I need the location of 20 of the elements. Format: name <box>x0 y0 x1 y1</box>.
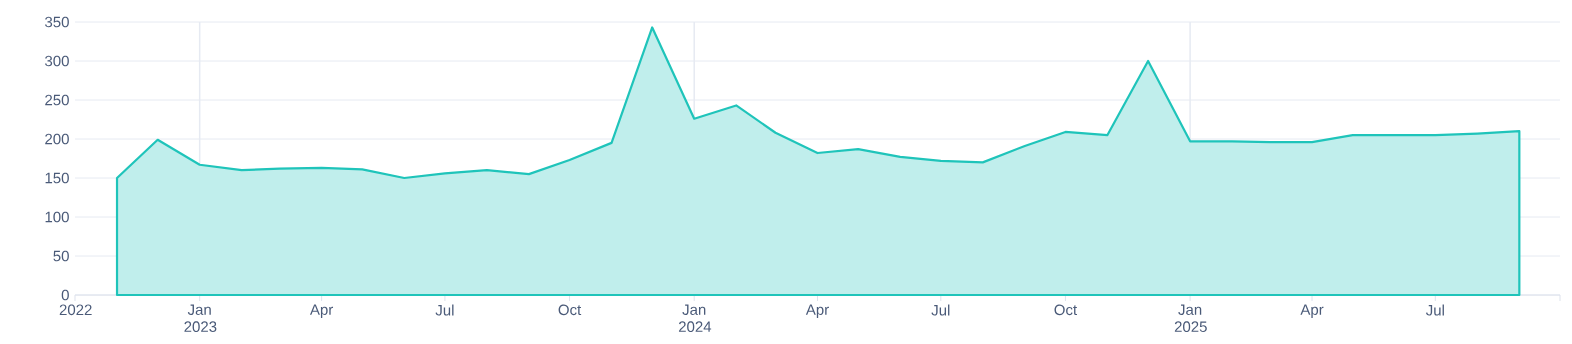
y-tick-label: 250 <box>45 94 69 106</box>
y-tick-label: 300 <box>45 55 69 67</box>
x-tick-label: Jul <box>1425 304 1444 316</box>
y-tick-label: 200 <box>45 133 69 145</box>
x-tick-label: Apr <box>1300 304 1324 318</box>
x-tick-label: Jul <box>931 304 950 316</box>
x-tick-label: Apr <box>805 304 829 318</box>
x-tick-label: Jan 2025 <box>1174 304 1207 332</box>
y-tick-label: 0 <box>61 289 69 301</box>
y-tick-label: 100 <box>45 211 69 223</box>
x-tick-label: Oct <box>558 304 582 316</box>
x-tick-label: Oct <box>1054 304 1078 316</box>
x-tick-label: Jan 2023 <box>184 304 217 332</box>
x-tick-label: Jan 2024 <box>678 304 712 332</box>
y-tick-label: 50 <box>53 250 69 262</box>
x-tick-label: Apr <box>309 304 334 318</box>
y-tick-label: 150 <box>45 172 69 184</box>
x-tick-label: 2022 <box>59 304 92 316</box>
y-tick-label: 350 <box>45 16 69 28</box>
x-tick-label: Jul <box>435 304 454 316</box>
